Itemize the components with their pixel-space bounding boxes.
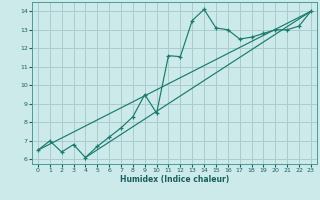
X-axis label: Humidex (Indice chaleur): Humidex (Indice chaleur)	[120, 175, 229, 184]
